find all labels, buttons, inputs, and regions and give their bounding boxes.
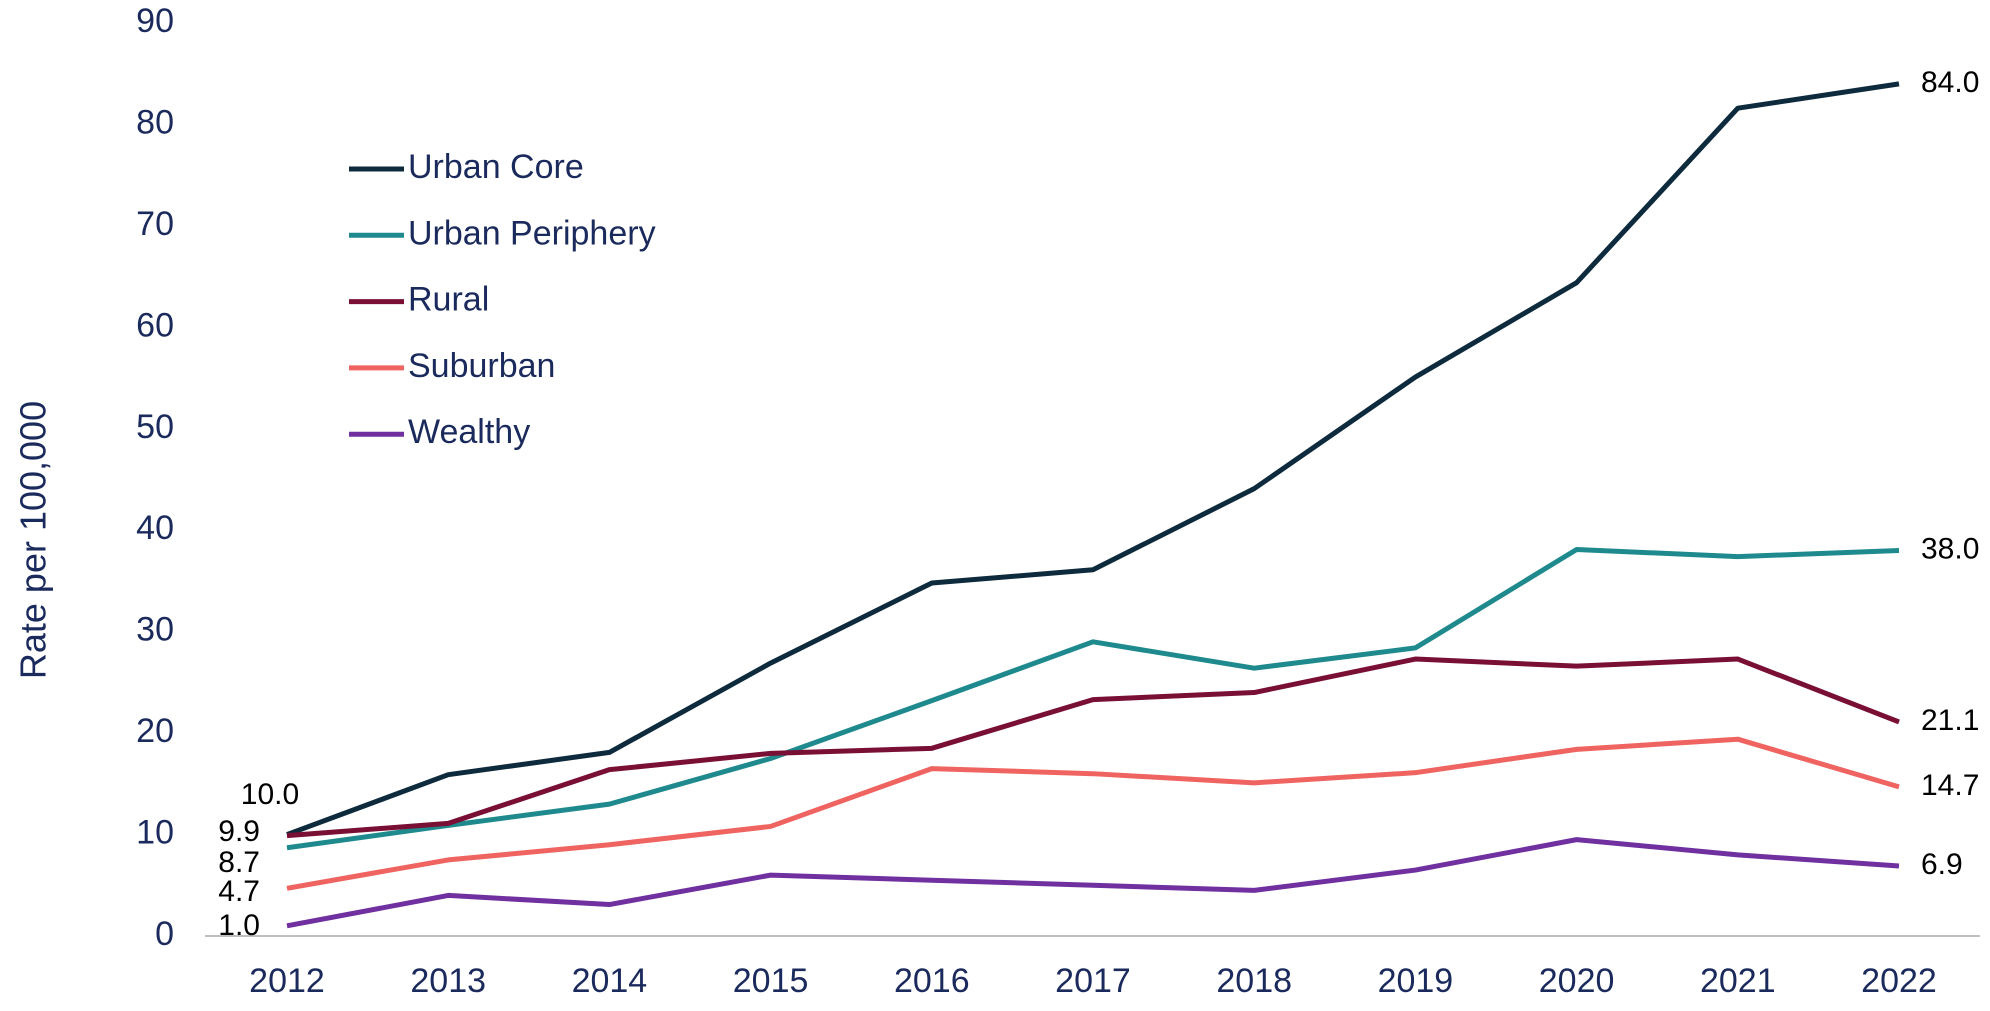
legend-label: Suburban [408, 347, 555, 385]
value-label: 21.1 [1921, 704, 1979, 737]
x-tick-label: 2019 [1378, 962, 1454, 1000]
value-label: 10.0 [241, 778, 299, 811]
y-axis-title: Rate per 100,000 [13, 401, 54, 679]
legend-label: Rural [408, 281, 489, 319]
y-tick-label: 80 [136, 103, 174, 141]
y-tick-label: 90 [136, 2, 174, 40]
x-tick-label: 2014 [572, 962, 648, 1000]
x-tick-label: 2017 [1055, 962, 1131, 1000]
x-tick-label: 2016 [894, 962, 970, 1000]
value-label: 1.0 [218, 909, 260, 942]
x-tick-label: 2022 [1861, 962, 1937, 1000]
y-tick-label: 0 [155, 915, 174, 953]
x-tick-label: 2012 [249, 962, 325, 1000]
y-tick-label: 40 [136, 509, 174, 547]
value-label: 38.0 [1921, 532, 1979, 565]
value-label: 14.7 [1921, 769, 1979, 802]
series-line [286, 656, 1900, 839]
y-tick-label: 70 [136, 205, 174, 243]
value-label: 84.0 [1921, 66, 1979, 99]
value-label: 9.9 [218, 815, 260, 848]
value-label: 4.7 [218, 875, 260, 908]
series-line [286, 736, 1900, 891]
value-label: 6.9 [1921, 848, 1963, 881]
y-tick-label: 50 [136, 408, 174, 446]
y-tick-label: 30 [136, 611, 174, 649]
legend-label: Wealthy [408, 413, 530, 451]
series-line [286, 837, 1900, 929]
x-tick-label: 2018 [1216, 962, 1292, 1000]
series-line [286, 81, 1900, 837]
legend-label: Urban Periphery [408, 214, 656, 252]
x-tick-label: 2021 [1700, 962, 1776, 1000]
y-tick-label: 60 [136, 306, 174, 344]
legend-label: Urban Core [408, 148, 584, 186]
y-tick-label: 10 [136, 814, 174, 852]
series-line [286, 546, 1900, 851]
x-tick-label: 2013 [410, 962, 486, 1000]
value-label: 8.7 [218, 846, 260, 879]
x-tick-label: 2015 [733, 962, 809, 1000]
x-tick-label: 2020 [1539, 962, 1615, 1000]
y-tick-label: 20 [136, 712, 174, 750]
